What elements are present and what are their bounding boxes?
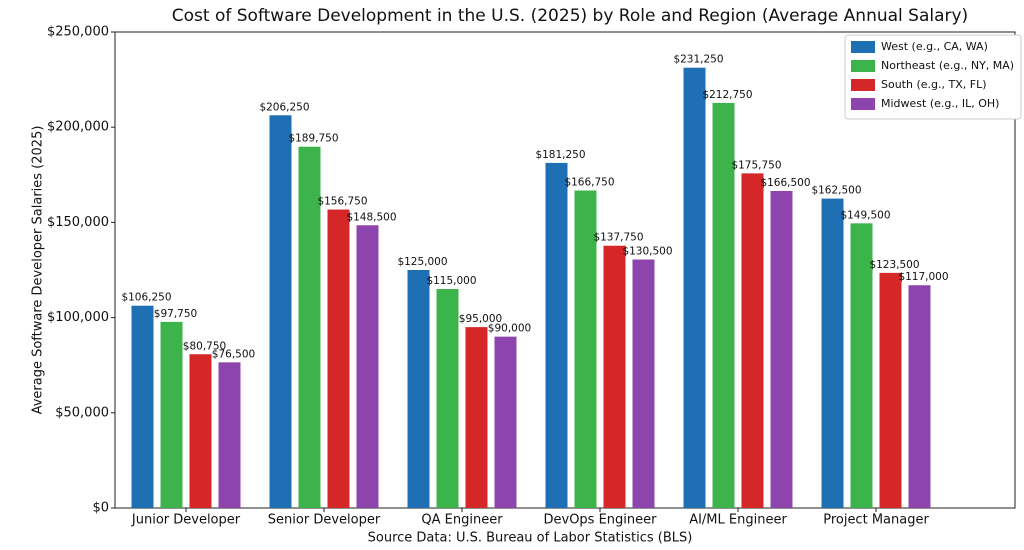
bar: [603, 245, 626, 508]
value-label: $156,750: [317, 196, 367, 208]
value-label: $117,000: [898, 271, 948, 283]
value-label: $189,750: [288, 133, 338, 145]
bar: [160, 321, 183, 508]
bar: [574, 190, 597, 508]
x-tick-label: Project Manager: [823, 513, 929, 528]
legend-swatch: [851, 41, 875, 53]
bar: [770, 190, 793, 508]
x-tick-label: Senior Developer: [268, 513, 381, 528]
bar: [850, 223, 873, 509]
value-label: $115,000: [426, 275, 476, 287]
bar: [189, 354, 212, 508]
y-tick-label: $250,000: [47, 25, 109, 40]
bar: [712, 102, 735, 508]
value-label: $95,000: [459, 313, 502, 325]
x-axis-label: Source Data: U.S. Bureau of Labor Statis…: [368, 531, 693, 546]
bar: [436, 289, 459, 508]
value-label: $130,500: [622, 246, 672, 258]
value-label: $166,750: [564, 177, 614, 189]
legend-swatch: [851, 79, 875, 91]
y-tick-label: $50,000: [55, 405, 109, 420]
value-label: $166,500: [760, 177, 810, 189]
value-label: $175,750: [731, 159, 781, 171]
value-label: $90,000: [488, 323, 531, 335]
legend-label: Northeast (e.g., NY, MA): [881, 59, 1014, 72]
y-tick-label: $100,000: [47, 310, 109, 325]
bar: [908, 285, 931, 508]
value-label: $231,250: [673, 54, 723, 66]
value-label: $181,250: [535, 149, 585, 161]
bar: [494, 336, 517, 508]
value-label: $97,750: [154, 308, 197, 320]
bar: [218, 362, 241, 508]
bar: [683, 67, 706, 508]
legend-label: West (e.g., CA, WA): [881, 40, 988, 53]
y-tick-label: $0: [92, 501, 109, 516]
value-label: $212,750: [702, 89, 752, 101]
chart-title: Cost of Software Development in the U.S.…: [172, 6, 968, 26]
bar: [879, 272, 902, 508]
value-label: $206,250: [259, 101, 309, 113]
value-label: $137,750: [593, 232, 643, 244]
value-label: $106,250: [121, 292, 171, 304]
legend-swatch: [851, 60, 875, 72]
legend-swatch: [851, 98, 875, 110]
x-tick-label: QA Engineer: [421, 513, 503, 528]
value-label: $80,750: [183, 340, 226, 352]
bar: [821, 198, 844, 508]
legend-label: South (e.g., TX, FL): [881, 78, 987, 91]
value-label: $148,500: [346, 211, 396, 223]
legend-box: [844, 34, 1022, 120]
value-label: $76,500: [212, 348, 255, 360]
x-tick-label: AI/ML Engineer: [689, 513, 787, 528]
bar: [298, 146, 321, 508]
value-label: $149,500: [840, 209, 890, 221]
bar: [545, 162, 568, 508]
x-tick-label: Junior Developer: [131, 513, 241, 528]
bar: [407, 270, 430, 508]
bar: [465, 327, 488, 508]
value-label: $123,500: [869, 259, 919, 271]
bar: [632, 259, 655, 508]
bar: [327, 209, 350, 508]
bar: [741, 173, 764, 508]
x-tick-label: DevOps Engineer: [544, 513, 658, 528]
y-axis-label: Average Software Developer Salaries (202…: [31, 126, 46, 415]
value-label: $125,000: [397, 256, 447, 268]
value-label: $162,500: [811, 185, 861, 197]
bar: [356, 225, 379, 509]
bar: [131, 305, 154, 508]
y-tick-label: $150,000: [47, 215, 109, 230]
bar: [269, 115, 292, 509]
legend-label: Midwest (e.g., IL, OH): [881, 97, 999, 110]
y-tick-label: $200,000: [47, 120, 109, 135]
